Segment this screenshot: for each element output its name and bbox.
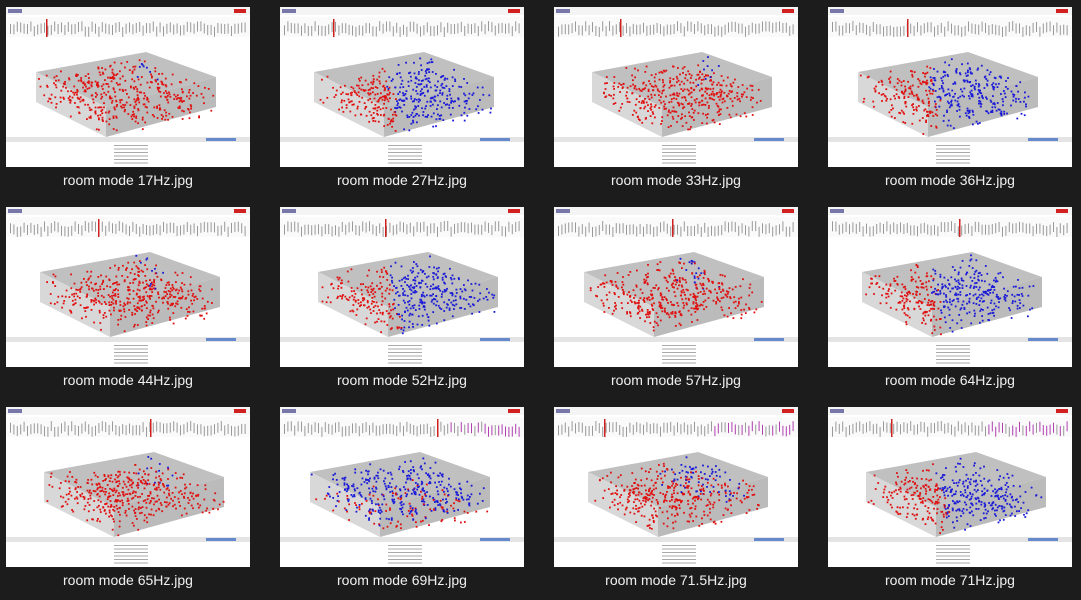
file-name[interactable]: room mode 52Hz.jpg (337, 372, 467, 388)
file-name[interactable]: room mode 27Hz.jpg (337, 172, 467, 188)
file-name[interactable]: room mode 65Hz.jpg (63, 572, 193, 588)
file-name[interactable]: room mode 17Hz.jpg (63, 172, 193, 188)
file-name[interactable]: room mode 44Hz.jpg (63, 372, 193, 388)
room-mode-preview-image (6, 7, 250, 164)
room-mode-preview-image (280, 7, 524, 164)
room-mode-preview-image (554, 7, 798, 164)
file-thumbnail[interactable] (280, 407, 524, 567)
room-mode-preview-image (828, 407, 1072, 564)
file-thumbnail[interactable] (828, 407, 1072, 567)
file-name[interactable]: room mode 57Hz.jpg (611, 372, 741, 388)
file-name[interactable]: room mode 64Hz.jpg (885, 372, 1015, 388)
file-tile[interactable]: room mode 64Hz.jpg (815, 200, 1081, 400)
file-name[interactable]: room mode 33Hz.jpg (611, 172, 741, 188)
file-tile[interactable]: room mode 71Hz.jpg (815, 400, 1081, 600)
file-tile[interactable]: room mode 36Hz.jpg (815, 0, 1081, 200)
file-tile[interactable]: room mode 57Hz.jpg (541, 200, 811, 400)
room-mode-preview-image (280, 407, 524, 564)
file-tile[interactable]: room mode 71.5Hz.jpg (541, 400, 811, 600)
file-name[interactable]: room mode 71Hz.jpg (885, 572, 1015, 588)
file-tile[interactable]: room mode 69Hz.jpg (267, 400, 537, 600)
file-thumbnail[interactable] (280, 7, 524, 167)
room-mode-preview-image (554, 407, 798, 564)
file-thumbnail[interactable] (6, 207, 250, 367)
file-name[interactable]: room mode 36Hz.jpg (885, 172, 1015, 188)
file-tile[interactable]: room mode 27Hz.jpg (267, 0, 537, 200)
room-mode-preview-image (828, 207, 1072, 364)
file-thumbnail[interactable] (280, 207, 524, 367)
file-thumbnail[interactable] (828, 7, 1072, 167)
room-mode-preview-image (6, 207, 250, 364)
file-thumbnail[interactable] (6, 7, 250, 167)
file-thumbnail[interactable] (6, 407, 250, 567)
file-tile[interactable]: room mode 65Hz.jpg (0, 400, 263, 600)
file-thumbnail[interactable] (554, 207, 798, 367)
file-tile[interactable]: room mode 33Hz.jpg (541, 0, 811, 200)
room-mode-preview-image (280, 207, 524, 364)
room-mode-preview-image (554, 207, 798, 364)
file-name[interactable]: room mode 69Hz.jpg (337, 572, 467, 588)
file-tile[interactable]: room mode 52Hz.jpg (267, 200, 537, 400)
file-thumbnail[interactable] (554, 407, 798, 567)
file-tile[interactable]: room mode 44Hz.jpg (0, 200, 263, 400)
room-mode-preview-image (6, 407, 250, 564)
room-mode-preview-image (828, 7, 1072, 164)
file-name[interactable]: room mode 71.5Hz.jpg (605, 572, 747, 588)
file-thumbnail[interactable] (828, 207, 1072, 367)
file-thumbnail[interactable] (554, 7, 798, 167)
file-tile[interactable]: room mode 17Hz.jpg (0, 0, 263, 200)
